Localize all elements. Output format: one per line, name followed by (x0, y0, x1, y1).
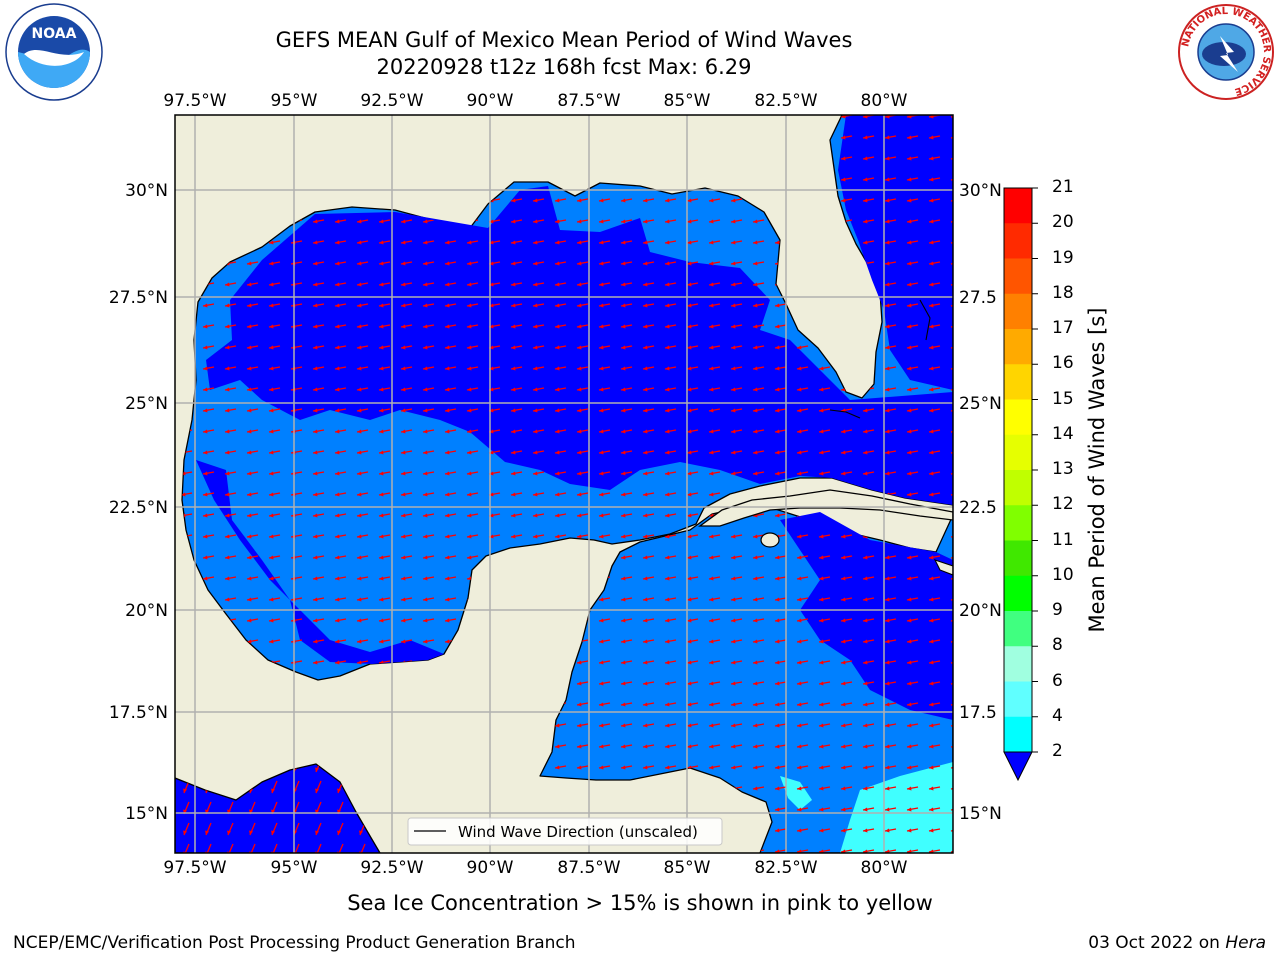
colorbar-tick-label: 20 (1052, 212, 1074, 233)
colorbar-swatch (1004, 434, 1032, 471)
lon-tick-label: 85°W (664, 91, 711, 111)
wind-wave-arrows-gulf (182, 115, 953, 680)
colorbar-tick-label: 9 (1052, 600, 1063, 620)
wind-wave-arrows-pacific (175, 764, 380, 853)
colorbar-swatch (1004, 540, 1032, 577)
lat-tick-label: 30°N (125, 181, 168, 201)
map-canvas (175, 115, 953, 853)
lon-tick-label: 87.5°W (557, 858, 620, 878)
bahamas-outline (919, 299, 931, 341)
lat-tick-label: 15°N (125, 804, 168, 824)
sea-ice-note: Sea Ice Concentration > 15% is shown in … (347, 891, 933, 915)
lon-tick-label: 80°W (861, 91, 908, 111)
colorbar-tick-label: 6 (1052, 670, 1063, 691)
wind-wave-arrows-caribbean (540, 508, 953, 853)
colorbar-swatch (1004, 575, 1032, 612)
lat-tick-label: 25°N (125, 394, 168, 414)
isla-juventud (760, 532, 780, 548)
colorbar-swatch (1004, 611, 1032, 647)
lat-labels-right: 30°N 27.5 25°N 22.5 20°N 17.5 15°N (959, 181, 1002, 824)
lat-tick-label: 27.5 (959, 288, 997, 308)
lon-tick-label: 82.5°W (754, 91, 817, 111)
graticule (175, 115, 953, 853)
noaa-logo: NOAA (5, 3, 103, 101)
svg-text:NOAA: NOAA (32, 26, 77, 42)
lon-tick-label: 90°W (467, 858, 514, 878)
colorbar-tick-label: 8 (1052, 635, 1063, 656)
lon-tick-label: 92.5°W (360, 91, 423, 111)
colorbar-swatch (1004, 505, 1032, 541)
colorbar-swatch (1004, 329, 1032, 365)
colorbar-tick-label: 17 (1052, 318, 1074, 338)
lon-tick-label: 85°W (664, 858, 711, 878)
colorbar-tick-label: 11 (1052, 529, 1074, 550)
island (933, 559, 953, 576)
lat-tick-label: 27.5°N (109, 288, 168, 308)
colorbar-extend-arrow (1003, 751, 1033, 782)
colorbar-tick-label: 10 (1052, 564, 1074, 585)
colorbar-swatch (1004, 188, 1032, 224)
colorbar-tick-label: 4 (1052, 705, 1063, 726)
colorbar-swatch (1004, 364, 1032, 400)
lon-tick-label: 97.5°W (163, 858, 226, 878)
lat-labels-left: 30°N 27.5°N 25°N 22.5°N 20°N 17.5°N 15°N (109, 181, 168, 824)
footer-credit: NCEP/EMC/Verification Post Processing Pr… (13, 933, 576, 953)
colorbar-swatch (1004, 470, 1032, 506)
lon-tick-label: 92.5°W (360, 858, 423, 878)
lon-labels-bottom: 97.5°W 95°W 92.5°W 90°W 87.5°W 85°W 82.5… (163, 858, 907, 878)
map-subtitle: 20220928 t12z 168h fcst Max: 6.29 (376, 55, 752, 79)
footer-date-text: 03 Oct 2022 on (1088, 933, 1226, 953)
lat-tick-label: 30°N (959, 181, 1002, 201)
colorbar-swatch (1004, 716, 1032, 753)
colorbar-swatch (1004, 293, 1032, 330)
nws-logo: NATIONAL WEATHER SERVICE (1178, 4, 1274, 100)
cuba-island (698, 489, 953, 527)
lon-tick-label: 87.5°W (557, 91, 620, 111)
lon-tick-label: 90°W (467, 91, 514, 111)
colorbar-swatch (1004, 646, 1032, 682)
lon-tick-label: 97.5°W (163, 91, 226, 111)
colorbar-tick-label: 12 (1052, 494, 1074, 515)
lat-tick-label: 17.5 (959, 703, 997, 723)
colorbar (1003, 187, 1038, 782)
lat-tick-label: 15°N (959, 804, 1002, 824)
colorbar-tick-label: 16 (1052, 353, 1074, 374)
colorbar-tick-label: 2 (1052, 741, 1063, 761)
colorbar-label: Mean Period of Wind Waves [s] (1085, 307, 1109, 633)
lon-tick-label: 80°W (861, 858, 908, 878)
footer-host: Hera (1225, 933, 1266, 953)
map-legend: Wind Wave Direction (unscaled) (407, 817, 723, 846)
lon-tick-label: 82.5°W (754, 858, 817, 878)
lon-labels-top: 97.5°W 95°W 92.5°W 90°W 87.5°W 85°W 82.5… (163, 91, 907, 111)
colorbar-swatch (1004, 399, 1032, 436)
footer-date: 03 Oct 2022 on Hera (1088, 933, 1266, 953)
colorbar-swatch (1004, 681, 1032, 718)
colorbar-tick-label: 15 (1052, 388, 1074, 409)
lat-tick-label: 22.5°N (109, 498, 168, 518)
lat-tick-label: 22.5 (959, 498, 997, 518)
colorbar-swatch (1004, 258, 1032, 295)
colorbar-tick-label: 13 (1052, 459, 1074, 479)
lon-tick-label: 95°W (271, 858, 318, 878)
map-title: GEFS MEAN Gulf of Mexico Mean Period of … (275, 28, 853, 52)
colorbar-tick-label: 19 (1052, 247, 1074, 268)
colorbar-tick-label: 21 (1052, 177, 1074, 197)
colorbar-swatch (1004, 223, 1032, 259)
colorbar-tick-label: 14 (1052, 423, 1074, 444)
lat-tick-label: 25°N (959, 394, 1002, 414)
lat-tick-label: 20°N (125, 601, 168, 621)
legend-label: Wind Wave Direction (unscaled) (458, 823, 698, 841)
florida-keys (829, 409, 861, 419)
lon-tick-label: 95°W (271, 91, 318, 111)
map-frame (174, 114, 954, 854)
colorbar-tick-label: 18 (1052, 282, 1074, 303)
lat-tick-label: 20°N (959, 601, 1002, 621)
lat-tick-label: 17.5°N (109, 703, 168, 723)
